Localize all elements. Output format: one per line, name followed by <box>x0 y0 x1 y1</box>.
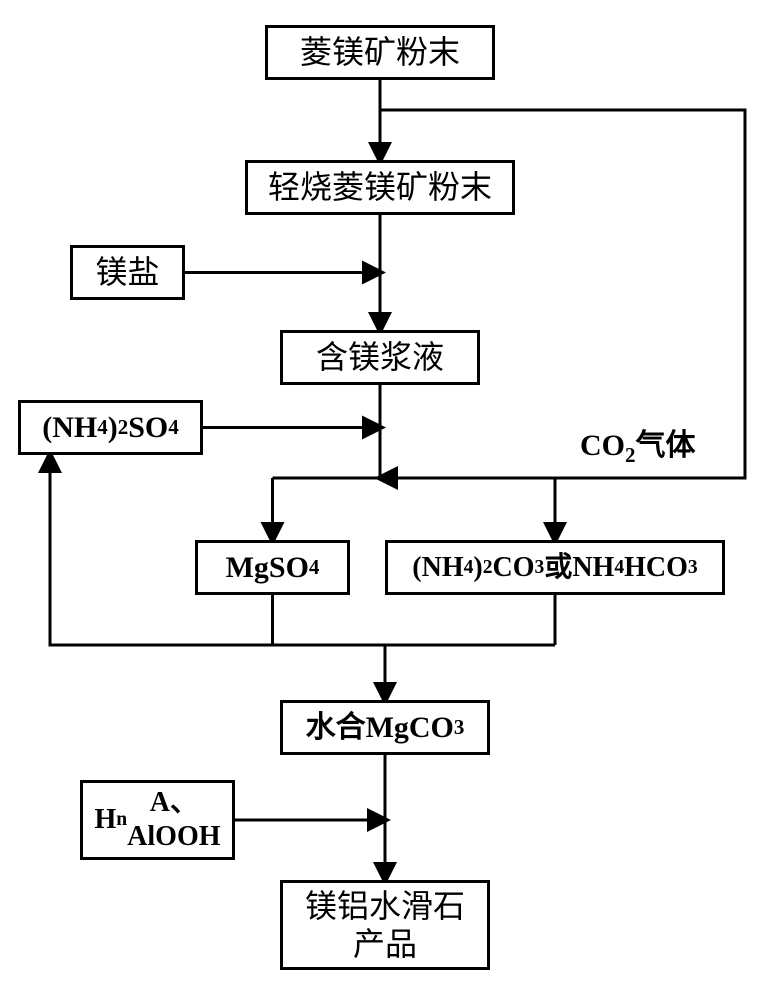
node-n1: 菱镁矿粉末 <box>265 25 495 80</box>
node-n6: MgSO4 <box>195 540 350 595</box>
node-n7: (NH4)2CO3或NH4HCO3 <box>385 540 725 595</box>
node-n2: 轻烧菱镁矿粉末 <box>245 160 515 215</box>
label-co2: CO2气体 <box>580 420 696 468</box>
node-n5: (NH4)2SO4 <box>18 400 203 455</box>
flowchart-canvas: 菱镁矿粉末轻烧菱镁矿粉末镁盐含镁浆液 (NH4)2SO4 MgSO4 (NH4)2CO… <box>0 0 778 1000</box>
node-n4: 含镁浆液 <box>280 330 480 385</box>
node-n3: 镁盐 <box>70 245 185 300</box>
node-n8: 水合MgCO3 <box>280 700 490 755</box>
node-n9: HnA、AlOOH <box>80 780 235 860</box>
node-n10: 镁铝水滑石产品 <box>280 880 490 970</box>
